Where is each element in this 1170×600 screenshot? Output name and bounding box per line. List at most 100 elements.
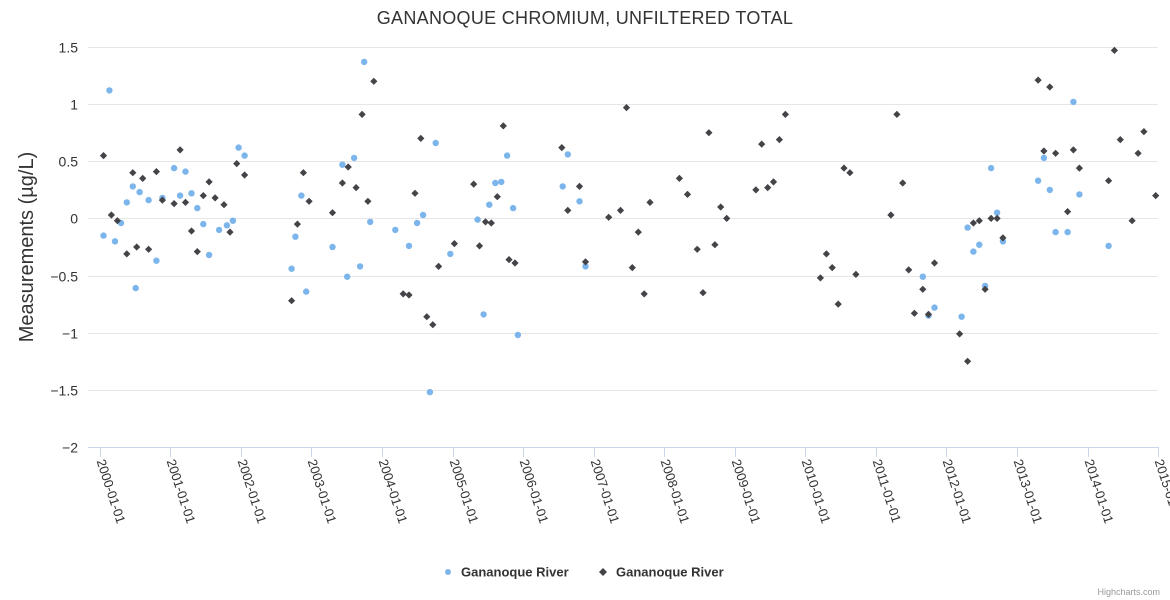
data-point-circle[interactable] <box>559 183 566 190</box>
data-point-diamond[interactable] <box>288 297 296 305</box>
data-point-diamond[interactable] <box>1110 46 1118 54</box>
data-point-diamond[interactable] <box>956 330 964 338</box>
data-point-diamond[interactable] <box>193 248 201 256</box>
data-point-diamond[interactable] <box>1105 177 1113 185</box>
data-point-diamond[interactable] <box>910 309 918 317</box>
data-point-diamond[interactable] <box>211 194 219 202</box>
data-point-circle[interactable] <box>993 209 1001 216</box>
data-point-diamond[interactable] <box>1069 146 1077 154</box>
data-point-diamond[interactable] <box>305 197 313 205</box>
data-point-circle[interactable] <box>426 388 434 396</box>
data-point-diamond[interactable] <box>481 218 490 226</box>
data-point-diamond[interactable] <box>683 190 692 198</box>
data-point-diamond[interactable] <box>981 285 989 293</box>
data-point-diamond[interactable] <box>241 171 249 179</box>
data-point-circle[interactable] <box>100 232 107 239</box>
data-point-circle[interactable] <box>480 311 487 318</box>
data-point-diamond[interactable] <box>622 104 631 112</box>
data-point-diamond[interactable] <box>634 228 642 236</box>
data-point-diamond[interactable] <box>145 245 153 253</box>
data-point-circle[interactable] <box>241 152 248 159</box>
data-point-diamond[interactable] <box>493 193 501 201</box>
data-point-diamond[interactable] <box>1075 164 1083 172</box>
data-point-diamond[interactable] <box>846 169 854 177</box>
data-point-circle[interactable] <box>564 151 571 158</box>
data-point-circle[interactable] <box>288 265 295 272</box>
data-point-diamond[interactable] <box>293 220 301 228</box>
data-point-diamond[interactable] <box>628 264 636 272</box>
data-point-diamond[interactable] <box>834 300 842 308</box>
data-point-diamond[interactable] <box>969 219 977 227</box>
data-point-circle[interactable] <box>1064 228 1071 236</box>
data-point-circle[interactable] <box>356 263 364 270</box>
data-point-circle[interactable] <box>447 250 454 258</box>
data-point-circle[interactable] <box>303 288 310 295</box>
data-point-diamond[interactable] <box>987 214 995 222</box>
data-point-diamond[interactable] <box>564 206 572 214</box>
data-point-circle[interactable] <box>292 233 299 240</box>
legend[interactable]: Gananoque River Gananoque River <box>445 565 724 580</box>
data-point-circle[interactable] <box>153 257 160 264</box>
data-point-diamond[interactable] <box>505 256 513 264</box>
data-point-diamond[interactable] <box>205 178 213 186</box>
data-point-circle[interactable] <box>970 248 977 255</box>
data-point-circle[interactable] <box>229 217 237 224</box>
data-point-diamond[interactable] <box>699 289 707 297</box>
data-point-circle[interactable] <box>1046 186 1054 194</box>
data-point-diamond[interactable] <box>646 198 654 206</box>
data-point-circle[interactable] <box>215 226 223 234</box>
data-point-diamond[interactable] <box>123 250 131 258</box>
data-point-circle[interactable] <box>339 161 346 168</box>
data-point-circle[interactable] <box>361 58 368 66</box>
data-point-diamond[interactable] <box>499 122 507 130</box>
data-point-diamond[interactable] <box>364 197 372 205</box>
data-point-diamond[interactable] <box>1152 192 1160 200</box>
data-point-circle[interactable] <box>129 183 136 190</box>
data-point-diamond[interactable] <box>840 164 848 172</box>
data-point-diamond[interactable] <box>1134 149 1142 157</box>
data-point-diamond[interactable] <box>358 110 366 118</box>
data-point-diamond[interactable] <box>1046 83 1054 91</box>
data-point-circle[interactable] <box>106 87 113 94</box>
data-point-circle[interactable] <box>329 243 336 251</box>
credits-link[interactable]: Highcharts.com <box>1097 587 1160 597</box>
data-point-circle[interactable] <box>188 190 195 197</box>
data-point-circle[interactable] <box>111 238 119 245</box>
data-point-circle[interactable] <box>419 211 427 219</box>
data-point-diamond[interactable] <box>1064 208 1072 216</box>
data-point-diamond[interactable] <box>158 196 166 204</box>
data-point-circle[interactable] <box>350 154 358 162</box>
data-point-diamond[interactable] <box>423 313 431 321</box>
data-point-diamond[interactable] <box>405 291 413 299</box>
data-point-diamond[interactable] <box>99 152 108 160</box>
data-point-circle[interactable] <box>1052 228 1059 236</box>
data-point-circle[interactable] <box>145 196 152 204</box>
data-point-circle[interactable] <box>582 263 589 270</box>
data-point-circle[interactable] <box>1040 154 1048 162</box>
data-point-diamond[interactable] <box>450 240 458 248</box>
data-point-circle[interactable] <box>509 204 517 212</box>
data-point-circle[interactable] <box>344 273 351 280</box>
data-point-circle[interactable] <box>919 273 926 280</box>
data-point-diamond[interactable] <box>344 163 352 171</box>
data-point-circle[interactable] <box>474 216 481 223</box>
data-point-circle[interactable] <box>432 139 439 147</box>
data-point-circle[interactable] <box>413 219 421 227</box>
data-point-diamond[interactable] <box>417 134 425 142</box>
data-point-diamond[interactable] <box>199 192 207 200</box>
data-point-circle[interactable] <box>223 222 231 229</box>
data-point-circle[interactable] <box>503 152 511 159</box>
data-point-diamond[interactable] <box>816 274 824 282</box>
data-point-circle[interactable] <box>367 218 374 226</box>
data-point-diamond[interactable] <box>993 214 1001 222</box>
data-point-diamond[interactable] <box>822 250 830 258</box>
data-point-circle[interactable] <box>987 164 995 172</box>
data-point-diamond[interactable] <box>338 179 346 187</box>
data-point-diamond[interactable] <box>181 198 190 206</box>
data-point-circle[interactable] <box>486 201 493 208</box>
data-point-diamond[interactable] <box>511 259 519 267</box>
data-point-diamond[interactable] <box>113 217 121 225</box>
data-point-diamond[interactable] <box>887 211 895 219</box>
data-point-diamond[interactable] <box>475 242 484 250</box>
data-point-diamond[interactable] <box>411 189 419 197</box>
